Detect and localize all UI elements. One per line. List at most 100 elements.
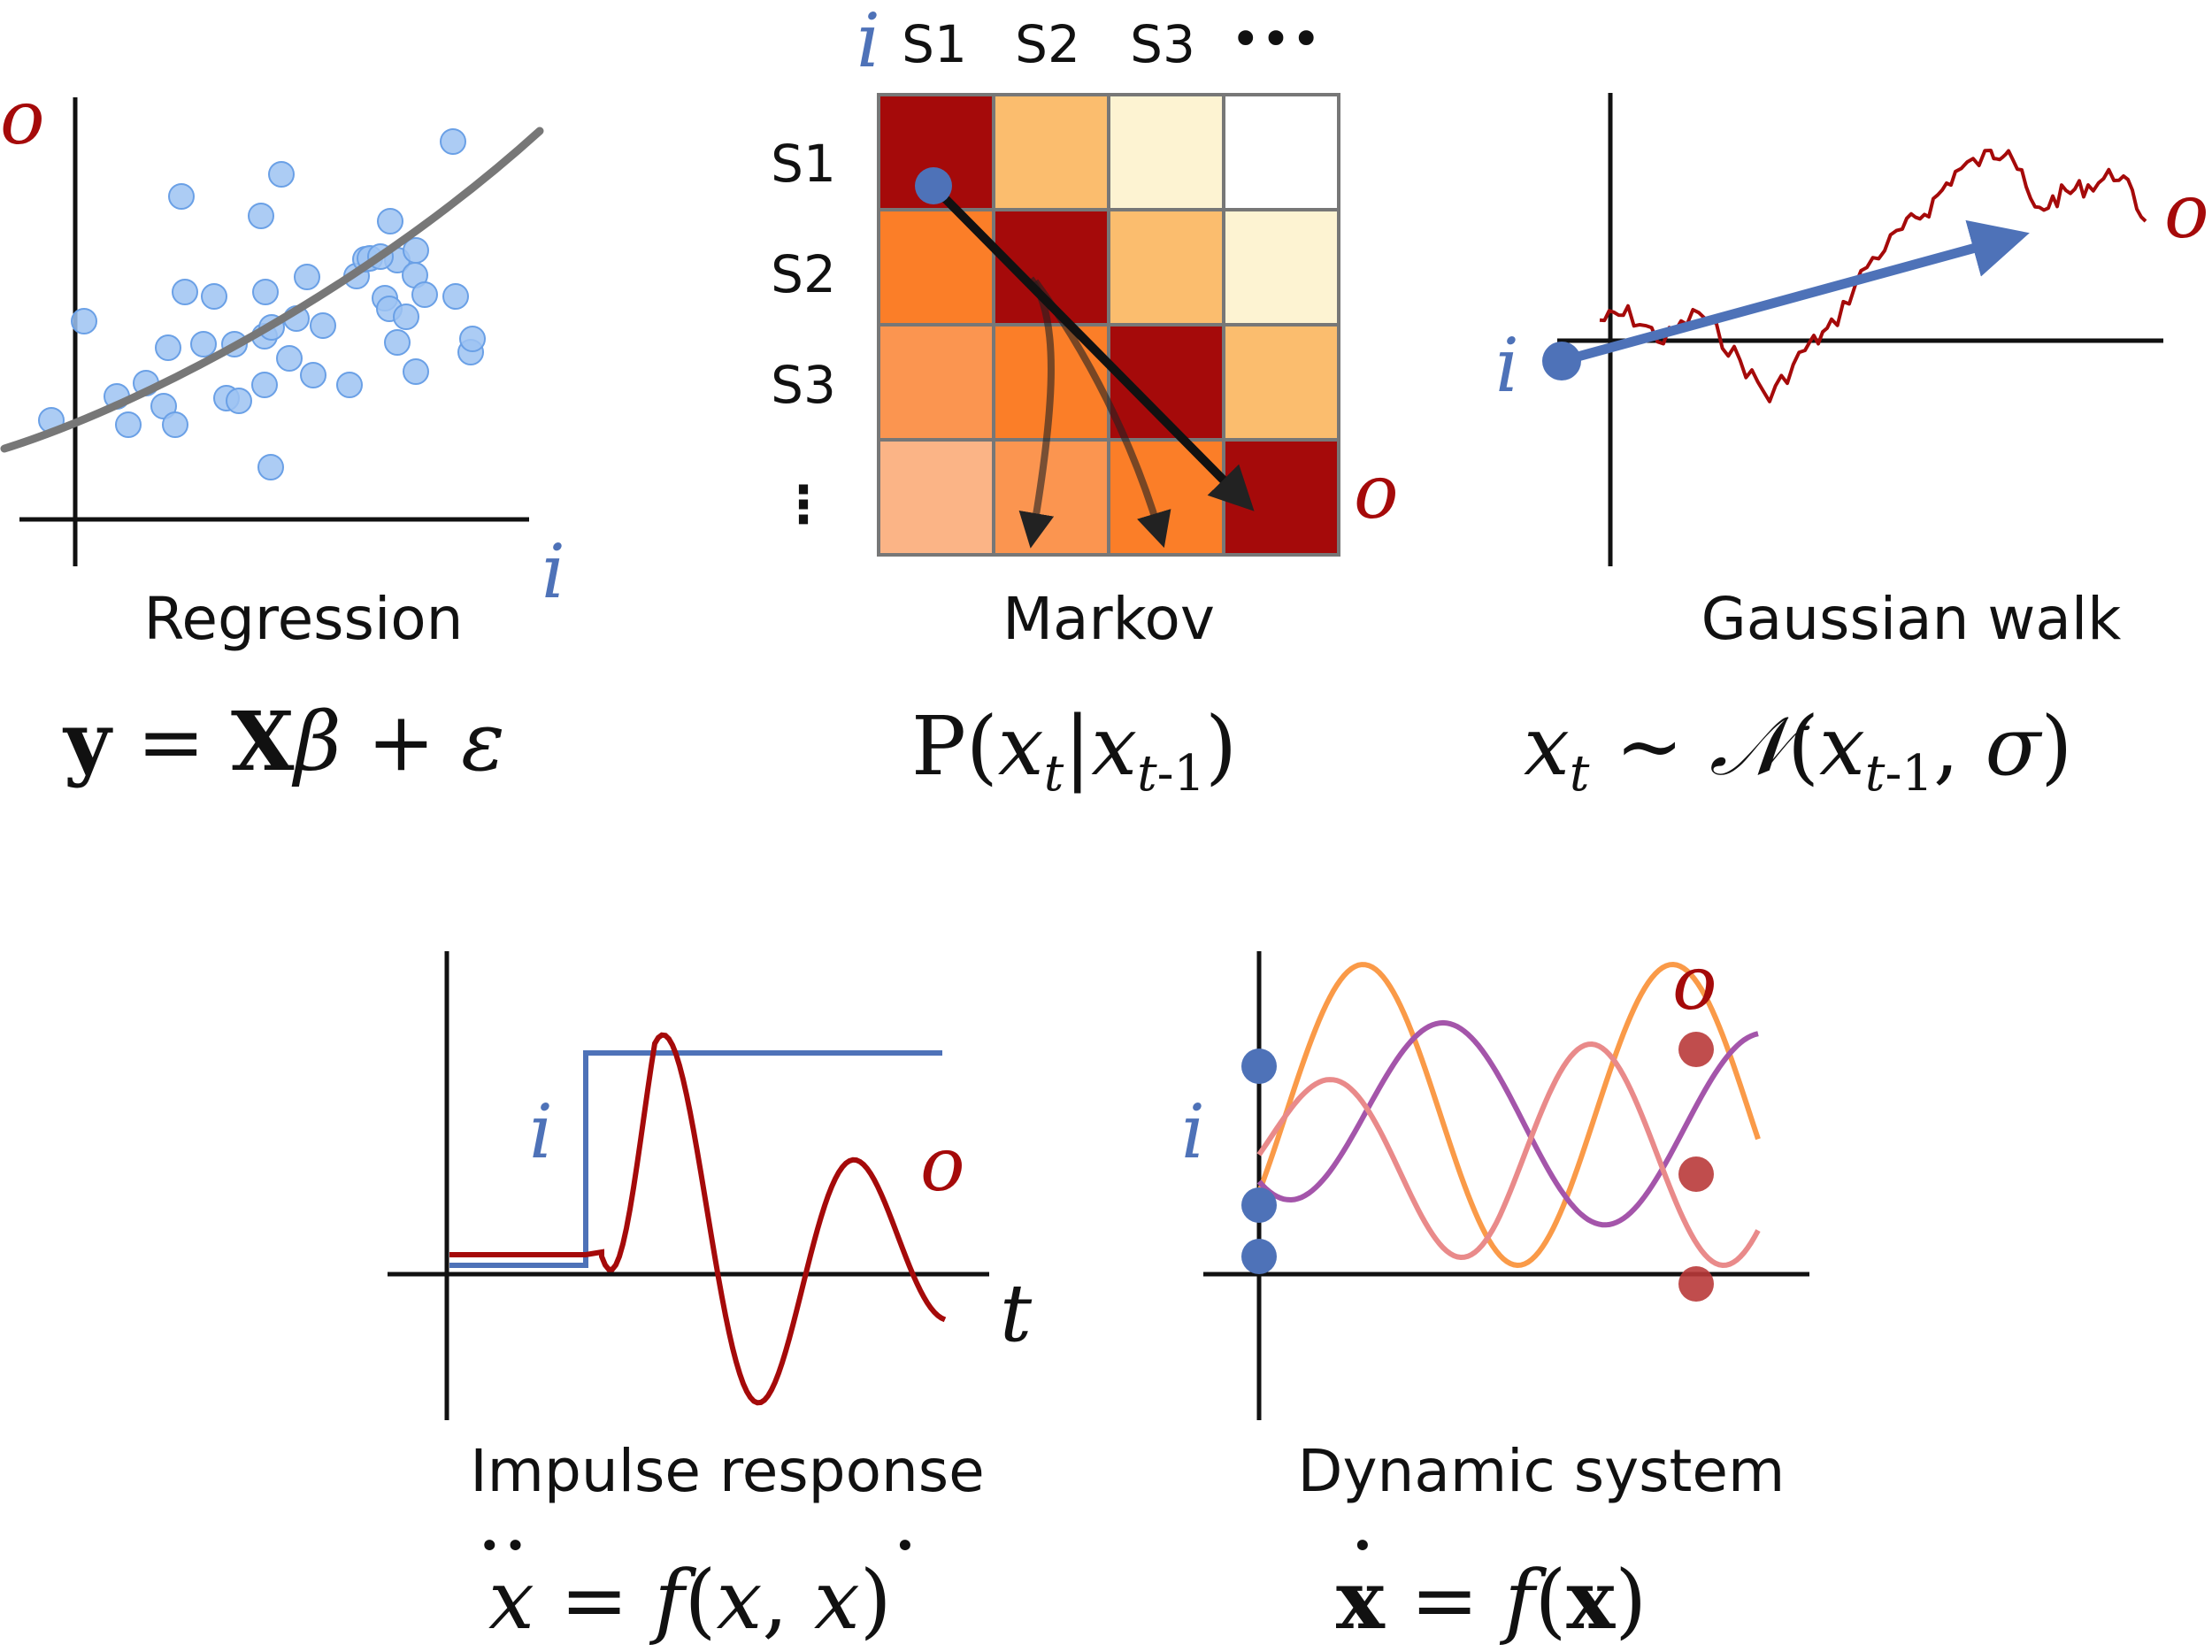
svg-text:x = f(x, x): x = f(x, x) [488,1553,892,1648]
markov-input-label: i [856,0,880,84]
gaussian-input-label: i [1495,322,1519,409]
markov-cell [1107,93,1225,211]
regression-data-point [377,208,403,234]
markov-cell [1222,438,1340,557]
markov-row-header-s1: S1 [771,134,836,194]
impulse-formula: x = f(x, x) ·· · [477,1498,918,1648]
dynamic-system-panel: i o Dynamic system x = f(x) · [1181,940,1809,1648]
svg-text:x = f(x): x = f(x) [1336,1552,1647,1648]
dynamic-output-label: o [1672,940,1717,1026]
regression-data-point [442,283,469,310]
regression-data-point [310,312,336,339]
impulse-time-label: t [1000,1267,1033,1360]
markov-col-header-ellipsis: ••• [1231,9,1322,69]
impulse-output-label: o [920,1121,965,1208]
impulse-step-input [449,1050,942,1268]
dynamic-trajectory-pink [1256,1041,1761,1269]
markov-row-header-s3: S3 [771,355,836,415]
markov-cell [1107,208,1225,327]
markov-cell [1222,323,1340,442]
regression-panel: o i Regression y = Xβ + ε [0,74,565,789]
dynamic-final-state-top [1678,1032,1714,1067]
regression-data-point [168,183,195,210]
regression-data-point [252,279,279,305]
dynamic-initial-state-low [1241,1239,1277,1274]
regression-data-point [226,388,252,414]
regression-data-point [393,304,419,330]
regression-data-point [403,237,429,264]
markov-cell [1222,208,1340,327]
gaussian-walk-panel: i o Gaussian walk xt ~ 𝒩(xt-1, σ) [1495,93,2209,803]
gaussian-formula: xt ~ 𝒩(xt-1, σ) [1524,699,2072,803]
markov-col-header-s1: S1 [902,14,967,74]
markov-transition-matrix [877,93,1340,557]
regression-data-point [276,345,303,372]
regression-data-point [300,362,326,388]
markov-caption: Markov [1002,585,1215,653]
markov-col-header-s3: S3 [1130,14,1195,74]
svg-text:P(xt|xt-1): P(xt|xt-1) [911,699,1237,803]
markov-col-header-s2: S2 [1015,14,1080,74]
markov-start-dot [915,167,952,204]
regression-caption: Regression [143,585,463,653]
regression-data-point [268,161,295,188]
dynamic-trajectory-orange [1256,961,1761,1269]
gaussian-start-dot [1542,342,1581,380]
markov-cell [992,93,1110,211]
regression-data-point [201,283,227,310]
svg-text:·: · [1349,1498,1375,1593]
regression-data-point [190,331,217,357]
markov-cell [877,323,995,442]
regression-data-point [257,454,284,480]
impulse-response-panel: i o t Impulse response x = f(x, x) ·· · [388,951,1033,1648]
dynamic-caption: Dynamic system [1298,1437,1786,1505]
regression-data-point [162,411,188,438]
regression-fit-curve [0,127,544,453]
regression-input-label: i [541,528,565,615]
markov-output-label: o [1354,449,1399,535]
regression-output-label: o [0,74,45,161]
impulse-caption: Impulse response [470,1437,985,1505]
dynamic-final-state-mid [1678,1156,1714,1192]
regression-data-point [440,128,466,155]
markov-row-header-ellipsis: ⋮ [778,474,829,534]
regression-data-point [403,358,429,385]
impulse-input-label: i [529,1088,553,1175]
regression-data-point [115,411,142,438]
markov-cell [1222,93,1340,211]
regression-data-point [294,264,320,290]
regression-data-point [336,372,363,398]
regression-scatter-points [38,128,486,480]
dynamic-formula: x = f(x) · [1336,1498,1647,1648]
svg-text:xt ~ 𝒩(xt-1, σ): xt ~ 𝒩(xt-1, σ) [1524,699,2072,803]
dynamic-trajectory-purple [1256,1019,1759,1228]
svg-text:·: · [892,1498,918,1593]
markov-panel: i S1 S2 S3 ••• S1 S2 S3 ⋮ o Markov P(xt|… [771,0,1398,803]
gaussian-trend-arrow [1556,219,2030,366]
svg-text:y = Xβ + ε: y = Xβ + ε [62,694,505,789]
regression-data-point [71,308,97,334]
dynamic-final-state-low [1678,1266,1714,1302]
regression-data-point [459,326,486,352]
regression-data-point [411,281,438,308]
gaussian-output-label: o [2164,168,2209,255]
gaussian-walk-trace [1599,148,2147,403]
markov-cell [877,438,995,557]
regression-data-point [155,334,181,361]
regression-data-point [384,329,411,356]
markov-arrow-diagonal [932,185,1255,511]
markov-cell [992,438,1110,557]
regression-data-point [251,372,278,398]
regression-data-point [248,203,274,229]
regression-formula: y = Xβ + ε [62,694,505,789]
gaussian-caption: Gaussian walk [1701,585,2123,653]
svg-text:··: ·· [477,1498,529,1593]
markov-formula: P(xt|xt-1) [911,699,1237,803]
dynamic-initial-state-top [1241,1049,1277,1084]
dynamic-input-label: i [1181,1088,1205,1175]
markov-row-header-s2: S2 [771,244,836,304]
impulse-response-curve [449,1032,947,1406]
dynamic-initial-state-mid [1241,1187,1277,1223]
regression-data-point [172,279,198,305]
